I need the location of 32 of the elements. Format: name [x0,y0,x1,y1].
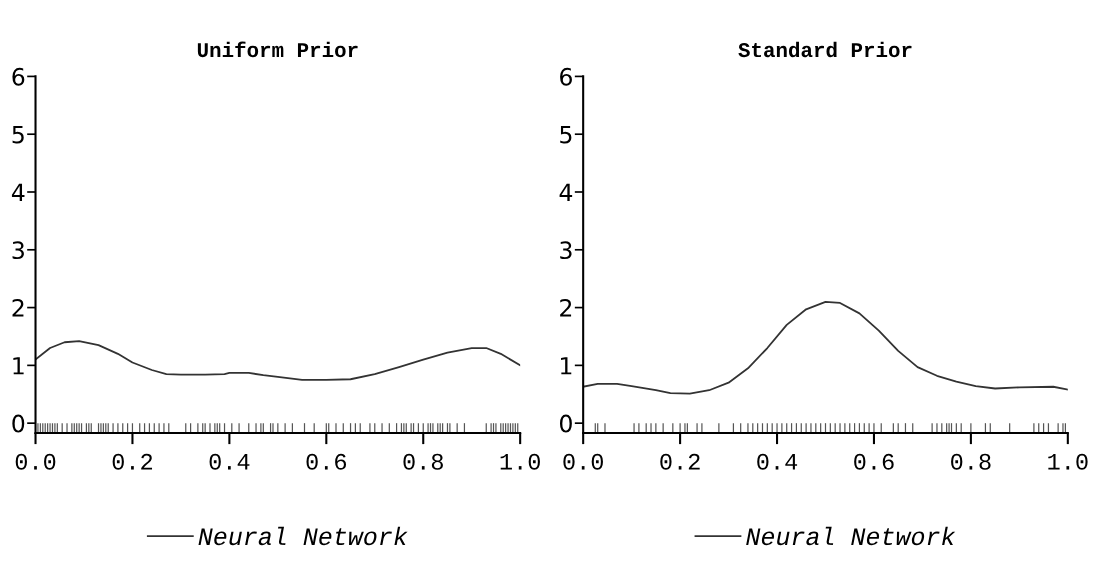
x-tick-label: 0.0 [563,453,603,470]
x-tick-label: 0.4 [757,453,798,470]
x-tick-label: 0.8 [951,453,991,470]
y-tick-label: 2 [12,299,24,317]
y-tick-label: 6 [12,67,25,86]
x-tick-label: 0.2 [660,453,700,470]
x-tick-label: 0.0 [15,453,56,470]
y-tick-label: 4 [559,183,573,201]
line-series [35,340,521,381]
x-tick-label: 0.2 [112,453,153,470]
y-tick-label: 6 [560,67,572,86]
x-tick-label: 0.8 [403,453,443,470]
legend-label: Neural Network [198,526,408,546]
y-tick-label: 0 [12,414,25,433]
line-series [583,300,1068,395]
y-tick-label: 5 [12,125,24,144]
chart-title: Standard Prior [738,41,912,58]
x-tick-label: 1.0 [1048,453,1088,470]
x-tick-label: 1.0 [500,453,540,470]
y-tick-label: 1 [13,357,24,375]
legend-label: Neural Network [746,526,956,546]
x-tick-label: 0.6 [854,453,894,470]
y-tick-label: 1 [561,357,572,375]
y-tick-label: 5 [560,125,572,144]
x-tick-label: 0.4 [209,453,250,470]
x-tick-label: 0.6 [306,453,347,470]
y-tick-label: 3 [560,241,572,260]
y-tick-label: 4 [11,183,25,201]
chart-title: Uniform Prior [197,41,358,58]
y-tick-label: 0 [559,414,572,433]
y-tick-label: 2 [560,299,572,317]
y-tick-label: 3 [12,241,24,260]
